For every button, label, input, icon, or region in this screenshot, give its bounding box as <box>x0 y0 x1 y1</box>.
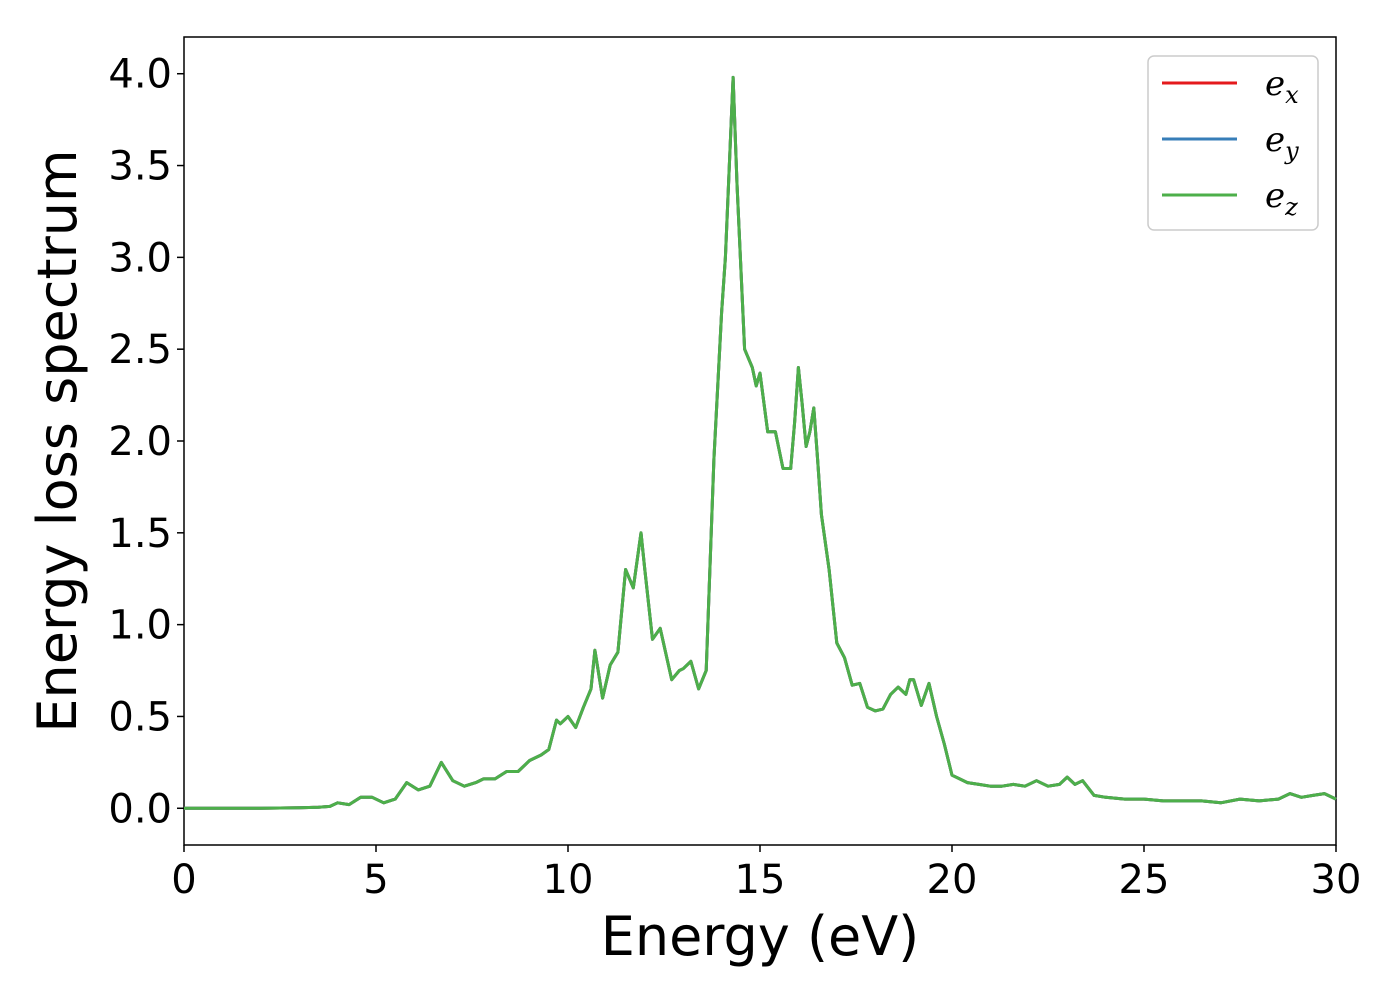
y-tick-label: 4.0 <box>108 52 172 98</box>
legend-box <box>1147 55 1319 231</box>
y-tick-label: 3.5 <box>108 144 172 190</box>
y-tick-label: 2.5 <box>108 327 172 373</box>
y-tick-label: 1.5 <box>108 511 172 557</box>
y-tick-label: 1.0 <box>108 603 172 649</box>
legend-label: ez <box>1265 176 1298 221</box>
legend-label: ex <box>1265 64 1299 109</box>
legend-label-base: e <box>1265 64 1285 104</box>
y-axis-label: Energy loss spectrum <box>26 149 89 732</box>
x-tick-label: 30 <box>1311 857 1362 903</box>
y-axis-ticks: 0.0 0.5 1.0 1.5 2.0 2.5 3.0 3.5 4.0 <box>108 52 184 832</box>
legend-label-subscript: z <box>1284 193 1298 221</box>
legend-label-base: e <box>1265 120 1285 160</box>
x-tick-label: 20 <box>927 857 978 903</box>
series-line-ez <box>184 75 1337 810</box>
y-tick-label: 0.5 <box>108 694 172 740</box>
x-tick-label: 25 <box>1119 857 1170 903</box>
x-tick-label: 10 <box>543 857 594 903</box>
legend-label-subscript: y <box>1284 137 1299 165</box>
x-axis-ticks: 0 5 10 15 20 25 30 <box>171 845 1361 903</box>
plot-area <box>184 75 1337 810</box>
y-tick-label: 2.0 <box>108 419 172 465</box>
y-tick-label: 0.0 <box>108 786 172 832</box>
y-tick-label: 3.0 <box>108 235 172 281</box>
legend-label-subscript: x <box>1285 81 1299 109</box>
x-axis-label: Energy (eV) <box>601 905 920 968</box>
x-tick-label: 15 <box>735 857 786 903</box>
legend-label: ey <box>1265 120 1299 165</box>
x-tick-label: 5 <box>363 857 388 903</box>
legend-label-base: e <box>1265 176 1285 216</box>
x-tick-label: 0 <box>171 857 196 903</box>
